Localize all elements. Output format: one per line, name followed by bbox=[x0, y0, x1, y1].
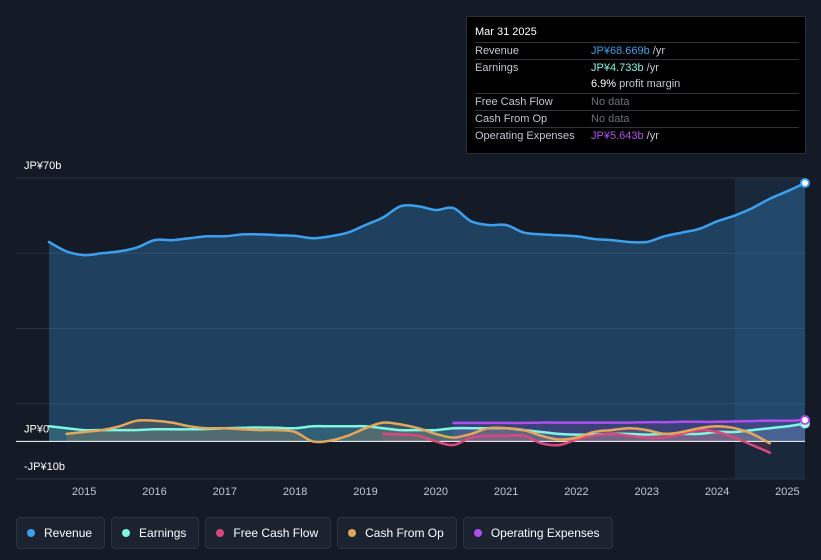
tooltip-label: Revenue bbox=[475, 45, 520, 57]
x-axis-labels: 2015 2016 2017 2018 2019 2020 2021 2022 2023 2024… bbox=[72, 486, 800, 498]
x-tick-label: 2018 bbox=[283, 486, 307, 498]
tooltip-row-operating-expenses: Operating Expenses JP¥5.643b /yr bbox=[475, 127, 799, 143]
revenue-dot-icon bbox=[27, 529, 35, 537]
legend-label: Free Cash Flow bbox=[233, 526, 319, 540]
series-areas bbox=[49, 183, 805, 453]
legend-item-revenue[interactable]: Revenue bbox=[16, 517, 106, 549]
operating-expenses-line bbox=[452, 418, 807, 425]
series-endpoints bbox=[800, 178, 810, 429]
tooltip-date: Mar 31 2025 bbox=[475, 26, 537, 38]
cash-from-op-dot-icon bbox=[348, 529, 357, 537]
legend-item-earnings[interactable]: Earnings bbox=[111, 517, 200, 549]
tooltip-label: Earnings bbox=[475, 62, 519, 74]
tooltip-value: No data bbox=[591, 113, 630, 125]
tooltip-label: Free Cash Flow bbox=[475, 96, 553, 108]
operating-expenses-endpoint bbox=[800, 415, 810, 426]
series-lines bbox=[47, 181, 807, 454]
free-cash-flow-dot-icon bbox=[216, 529, 225, 537]
free-cash-flow-line bbox=[381, 428, 772, 454]
y-tick-label: JP¥0 bbox=[24, 423, 49, 435]
tooltip-label: Cash From Op bbox=[475, 113, 548, 125]
legend-label: Earnings bbox=[139, 526, 187, 540]
legend-label: Revenue bbox=[44, 526, 93, 540]
cash-from-op-area bbox=[66, 420, 770, 444]
x-tick-label: 2017 bbox=[213, 486, 237, 498]
earnings-dot-icon bbox=[122, 529, 131, 537]
tooltip-value: JP¥4.733b /yr bbox=[591, 62, 659, 74]
revenue-line bbox=[47, 181, 807, 257]
tooltip-value: JP¥68.669b /yr bbox=[591, 45, 665, 57]
tooltip-row-free-cash-flow: Free Cash Flow No data bbox=[475, 93, 799, 109]
revenue-area bbox=[49, 183, 805, 442]
legend-item-free-cash-flow[interactable]: Free Cash Flow bbox=[205, 517, 332, 549]
x-tick-label: 2025 bbox=[775, 486, 799, 498]
x-tick-label: 2024 bbox=[705, 486, 729, 498]
tooltip-row-cash-from-op: Cash From Op No data bbox=[475, 110, 799, 126]
y-tick-label: -JP¥10b bbox=[24, 461, 65, 473]
x-tick-label: 2016 bbox=[142, 486, 166, 498]
x-tick-label: 2020 bbox=[424, 486, 448, 498]
y-tick-label: JP¥70b bbox=[24, 160, 61, 172]
legend: Revenue Earnings Free Cash Flow Cash Fro… bbox=[16, 517, 613, 549]
tooltip-value: No data bbox=[591, 96, 630, 108]
tooltip: Mar 31 2025 Revenue JP¥68.669b /yr Earni… bbox=[466, 16, 806, 154]
tooltip-value: 6.9% profit margin bbox=[591, 78, 681, 90]
x-tick-label: 2019 bbox=[353, 486, 377, 498]
legend-label: Cash From Op bbox=[365, 526, 444, 540]
legend-label: Operating Expenses bbox=[490, 526, 600, 540]
x-tick-label: 2021 bbox=[494, 486, 518, 498]
y-axis-labels: JP¥70b JP¥0 -JP¥10b bbox=[24, 160, 65, 473]
tooltip-row-revenue: Revenue JP¥68.669b /yr bbox=[475, 42, 799, 58]
tooltip-row-margin: 6.9% profit margin bbox=[475, 76, 799, 92]
tooltip-value: JP¥5.643b /yr bbox=[591, 130, 659, 142]
x-tick-label: 2023 bbox=[635, 486, 659, 498]
tooltip-row-earnings: Earnings JP¥4.733b /yr bbox=[475, 59, 799, 75]
cash-from-op-line bbox=[65, 418, 772, 445]
revenue-endpoint bbox=[800, 178, 810, 189]
x-tick-label: 2015 bbox=[72, 486, 96, 498]
x-tick-label: 2022 bbox=[564, 486, 588, 498]
legend-item-operating-expenses[interactable]: Operating Expenses bbox=[462, 517, 613, 549]
tooltip-label: Operating Expenses bbox=[475, 130, 575, 142]
operating-expenses-dot-icon bbox=[473, 529, 482, 537]
legend-item-cash-from-op[interactable]: Cash From Op bbox=[337, 517, 457, 549]
